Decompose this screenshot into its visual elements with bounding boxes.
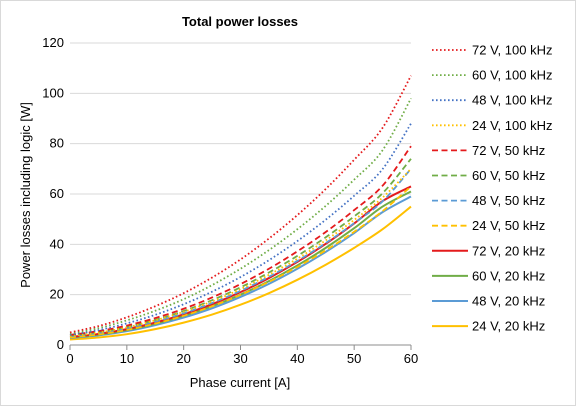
- y-tick-label: 0: [57, 337, 64, 352]
- legend-label: 24 V, 100 kHz: [472, 118, 552, 133]
- legend-label: 60 V, 100 kHz: [472, 68, 552, 83]
- gridlines: [70, 42, 411, 296]
- x-tick-label: 60: [404, 351, 418, 366]
- legend-label: 24 V, 20 kHz: [472, 319, 545, 334]
- legend-label: 72 V, 20 kHz: [472, 243, 545, 258]
- series-line-72-v-50-khz: [69, 145, 412, 336]
- x-tick-label: 30: [233, 351, 247, 366]
- y-tick-label: 60: [50, 186, 64, 201]
- legend-label: 60 V, 50 kHz: [472, 168, 545, 183]
- legend-label: 60 V, 20 kHz: [472, 268, 545, 283]
- legend-label: 48 V, 50 kHz: [472, 193, 545, 208]
- series-line-60-v-100-khz: [69, 97, 412, 335]
- x-tick-label: 0: [66, 351, 73, 366]
- legend-label: 72 V, 100 kHz: [472, 43, 552, 58]
- y-tick-label: 20: [50, 287, 64, 302]
- legend-label: 48 V, 100 kHz: [472, 93, 552, 108]
- series-line-24-v-20-khz: [69, 205, 412, 341]
- legend: 72 V, 100 kHz 60 V, 100 kHz 48 V, 100 kHz 2…: [432, 43, 552, 334]
- legend-label: 72 V, 50 kHz: [472, 143, 545, 158]
- series-line-60-v-50-khz: [69, 158, 412, 337]
- y-tick-label: 80: [50, 136, 64, 151]
- series-line-48-v-100-khz: [69, 123, 412, 336]
- x-tick-label: 40: [290, 351, 304, 366]
- y-axis-label: Power losses including logic [W]: [18, 102, 33, 288]
- chart-title: Total power losses: [182, 14, 298, 29]
- x-tick-label: 20: [176, 351, 190, 366]
- axes: 0 20 40 60 80 100 120 0 10 20 30 40 50 60: [42, 35, 418, 366]
- series-line-24-v-100-khz: [69, 168, 412, 338]
- x-axis-label: Phase current [A]: [190, 375, 290, 390]
- series-line-72-v-20-khz: [69, 185, 412, 338]
- y-tick-label: 100: [42, 85, 64, 100]
- series-group: [69, 75, 412, 341]
- x-tick-label: 50: [347, 351, 361, 366]
- y-tick-label: 40: [50, 236, 64, 251]
- y-tick-label: 120: [42, 35, 64, 50]
- legend-label: 48 V, 20 kHz: [472, 294, 545, 309]
- legend-label: 24 V, 50 kHz: [472, 218, 545, 233]
- series-line-24-v-50-khz: [69, 185, 412, 339]
- x-tick-label: 10: [120, 351, 134, 366]
- series-line-60-v-20-khz: [69, 190, 412, 339]
